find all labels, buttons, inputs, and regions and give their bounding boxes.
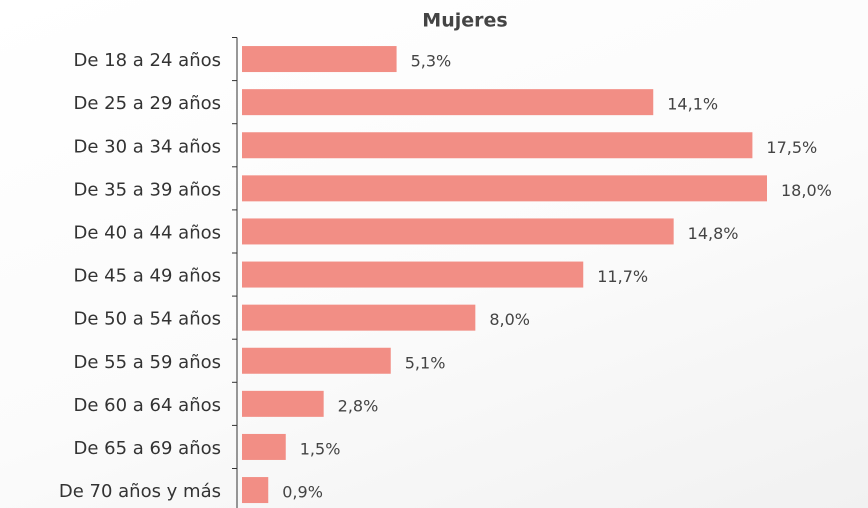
bar: [242, 89, 654, 116]
y-tick-label: De 35 a 39 años: [74, 179, 222, 200]
y-tick-label: De 55 a 59 años: [74, 352, 222, 373]
y-tick-label: De 45 a 49 años: [74, 266, 222, 287]
value-label: 8,0%: [489, 310, 530, 329]
bar: [242, 46, 397, 73]
y-tick-label: De 65 a 69 años: [74, 438, 222, 459]
bar: [242, 433, 286, 460]
bar: [242, 261, 584, 288]
chart-title: Mujeres: [422, 10, 507, 32]
value-label: 14,1%: [667, 95, 718, 114]
bar: [242, 175, 767, 202]
y-tick-label: De 60 a 64 años: [74, 395, 222, 416]
value-label: 5,3%: [411, 52, 452, 71]
bar: [242, 390, 324, 417]
y-tick-label: De 70 años y más: [59, 481, 221, 502]
bar: [242, 347, 391, 374]
value-label: 17,5%: [766, 138, 817, 157]
y-tick-label: De 25 a 29 años: [74, 93, 222, 114]
y-tick-label: De 50 a 54 años: [74, 309, 222, 330]
bar: [242, 477, 269, 504]
value-label: 18,0%: [781, 181, 832, 200]
y-tick-label: De 40 a 44 años: [74, 222, 222, 243]
value-label: 5,1%: [405, 353, 446, 372]
y-tick-label: De 18 a 24 años: [74, 50, 222, 71]
value-label: 1,5%: [300, 439, 341, 458]
value-label: 14,8%: [688, 224, 739, 243]
value-label: 0,9%: [282, 483, 323, 502]
bar: [242, 304, 476, 331]
y-tick-label: De 30 a 34 años: [74, 136, 222, 157]
value-label: 11,7%: [597, 267, 648, 286]
bar: [242, 132, 753, 159]
bar: [242, 218, 674, 245]
value-label: 2,8%: [338, 396, 379, 415]
